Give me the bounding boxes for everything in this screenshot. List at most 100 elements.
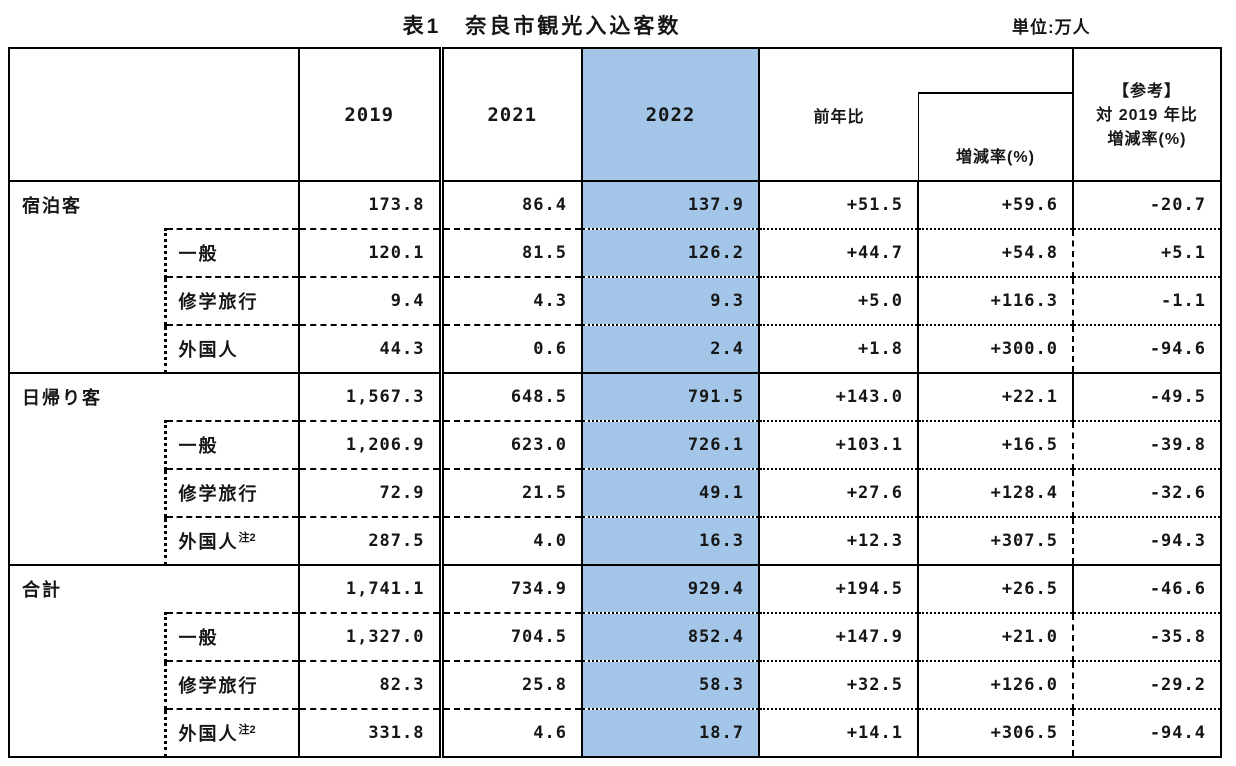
header-rate-box: 増減率(%): [918, 92, 1072, 180]
cell-v2019: 44.3: [298, 324, 441, 373]
footnote-marker: 注2: [238, 724, 256, 736]
cell-v2022: 16.3: [581, 516, 759, 565]
cell-ref: -49.5: [1072, 372, 1221, 421]
sub-row: 外国人 44.3 0.6 2.4 +1.8 +300.0 -94.6: [9, 324, 1221, 373]
cell-ref: -94.4: [1072, 708, 1221, 757]
indent-cell: [9, 421, 165, 469]
sublabel-text: 修学旅行: [178, 676, 259, 696]
sublabel-text: 修学旅行: [178, 292, 259, 312]
cell-rate: +54.8: [917, 228, 1073, 277]
cell-v2019: 287.5: [298, 516, 441, 565]
row-sublabel: 一般: [163, 420, 299, 469]
sub-row: 修学旅行 72.9 21.5 49.1 +27.6 +128.4 -32.6: [9, 468, 1221, 517]
cell-v2022: 929.4: [581, 564, 759, 613]
cell-v2019: 120.1: [298, 228, 441, 277]
sub-row: 一般 1,206.9 623.0 726.1 +103.1 +16.5 -39.8: [9, 420, 1221, 469]
cell-yoy: +44.7: [758, 228, 918, 277]
cell-v2021: 623.0: [438, 420, 582, 469]
cell-v2019: 1,567.3: [298, 372, 441, 421]
section-row: 日帰り客 1,567.3 648.5 791.5 +143.0 +22.1 -49.5: [9, 372, 1221, 421]
sublabel-text: 外国人: [178, 340, 239, 360]
cell-v2022: 9.3: [581, 276, 759, 325]
cell-rate: +307.5: [917, 516, 1073, 565]
cell-rate: +59.6: [917, 180, 1073, 229]
row-sublabel: 一般: [163, 228, 299, 277]
sub-row: 修学旅行 9.4 4.3 9.3 +5.0 +116.3 -1.1: [9, 276, 1221, 325]
row-sublabel: 外国人: [163, 324, 299, 373]
cell-yoy: +5.0: [758, 276, 918, 325]
cell-v2019: 173.8: [298, 180, 441, 229]
sublabel-text: 修学旅行: [178, 484, 259, 504]
header-ref-line3: 増減率(%): [1107, 131, 1187, 148]
row-sublabel: 修学旅行: [163, 660, 299, 709]
header-ref-line2: 対 2019 年比: [1096, 107, 1198, 124]
cell-rate: +22.1: [917, 372, 1073, 421]
cell-ref: -94.3: [1072, 516, 1221, 565]
sub-row: 修学旅行 82.3 25.8 58.3 +32.5 +126.0 -29.2: [9, 660, 1221, 709]
row-sublabel: 修学旅行: [163, 468, 299, 517]
cell-ref: -39.8: [1072, 420, 1221, 469]
page-title: 表1 奈良市観光入込客数: [402, 15, 682, 38]
header-empty-cell: [9, 48, 299, 181]
sub-row: 一般 120.1 81.5 126.2 +44.7 +54.8 +5.1: [9, 228, 1221, 277]
cell-yoy: +103.1: [758, 420, 918, 469]
indent-cell: [9, 661, 165, 709]
row-sublabel: 外国人注2: [163, 516, 299, 565]
cell-rate: +126.0: [917, 660, 1073, 709]
cell-ref: -35.8: [1072, 612, 1221, 661]
cell-v2022: 791.5: [581, 372, 759, 421]
cell-ref: -46.6: [1072, 564, 1221, 613]
cell-v2019: 1,741.1: [298, 564, 441, 613]
cell-yoy: +12.3: [758, 516, 918, 565]
cell-yoy: +14.1: [758, 708, 918, 757]
cell-v2019: 331.8: [298, 708, 441, 757]
indent-cell: [9, 469, 165, 517]
cell-v2021: 25.8: [438, 660, 582, 709]
header-row: 2019 2021 2022 前年比 増減率(%) 【参考】 対 2019 年比…: [9, 48, 1221, 181]
cell-v2022: 49.1: [581, 468, 759, 517]
indent-cell: [9, 277, 165, 325]
indent-cell: [9, 325, 165, 373]
cell-v2021: 4.6: [438, 708, 582, 757]
cell-rate: +116.3: [917, 276, 1073, 325]
header-yoy: 前年比: [758, 48, 918, 181]
cell-v2019: 9.4: [298, 276, 441, 325]
cell-v2022: 126.2: [581, 228, 759, 277]
cell-yoy: +27.6: [758, 468, 918, 517]
row-label: 宿泊客: [9, 180, 299, 229]
cell-v2021: 0.6: [438, 324, 582, 373]
row-sublabel: 一般: [163, 612, 299, 661]
cell-yoy: +194.5: [758, 564, 918, 613]
section-row: 宿泊客 173.8 86.4 137.9 +51.5 +59.6 -20.7: [9, 180, 1221, 229]
cell-v2019: 1,206.9: [298, 420, 441, 469]
header-rate-cell: 増減率(%): [918, 48, 1073, 181]
cell-rate: +21.0: [917, 612, 1073, 661]
sublabel-text: 外国人: [178, 724, 239, 744]
header-2022: 2022: [581, 48, 759, 181]
cell-v2021: 4.0: [438, 516, 582, 565]
cell-rate: +16.5: [917, 420, 1073, 469]
cell-v2019: 82.3: [298, 660, 441, 709]
header-rate-label: 増減率(%): [956, 149, 1035, 166]
sub-row: 外国人注2 287.5 4.0 16.3 +12.3 +307.5 -94.3: [9, 516, 1221, 565]
footnote-marker: 注2: [238, 532, 256, 544]
cell-v2022: 2.4: [581, 324, 759, 373]
data-table: 2019 2021 2022 前年比 増減率(%) 【参考】 対 2019 年比…: [8, 47, 1222, 758]
indent-cell: [9, 229, 165, 277]
cell-v2021: 734.9: [438, 564, 582, 613]
cell-v2019: 72.9: [298, 468, 441, 517]
cell-v2022: 58.3: [581, 660, 759, 709]
cell-rate: +306.5: [917, 708, 1073, 757]
cell-ref: -1.1: [1072, 276, 1221, 325]
cell-yoy: +32.5: [758, 660, 918, 709]
sublabel-text: 外国人: [178, 532, 239, 552]
cell-v2022: 18.7: [581, 708, 759, 757]
cell-v2021: 21.5: [438, 468, 582, 517]
cell-v2022: 137.9: [581, 180, 759, 229]
unit-label: 単位:万人: [1012, 18, 1091, 37]
cell-ref: -32.6: [1072, 468, 1221, 517]
row-label: 合計: [9, 564, 299, 613]
cell-v2021: 4.3: [438, 276, 582, 325]
cell-v2021: 81.5: [438, 228, 582, 277]
sublabel-text: 一般: [178, 436, 219, 456]
